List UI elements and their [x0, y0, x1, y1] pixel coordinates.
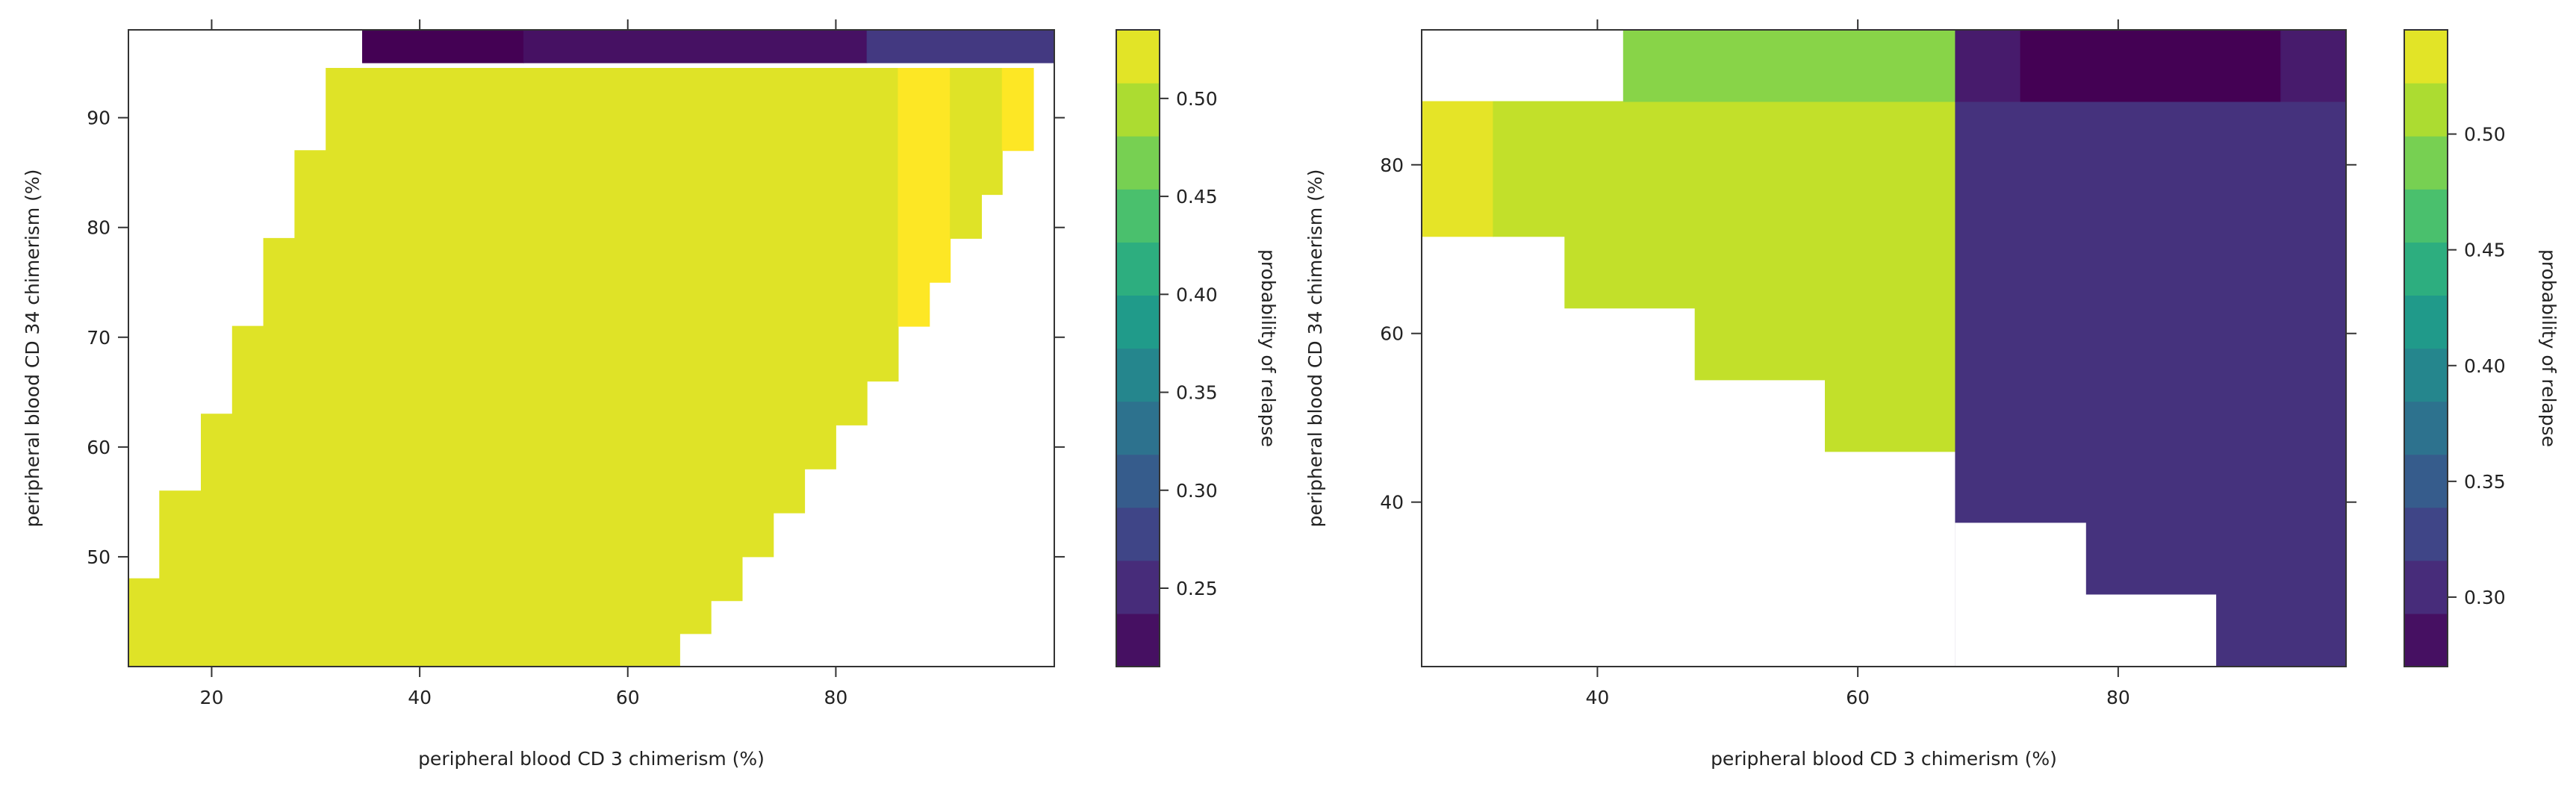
plot-frame	[128, 29, 1055, 667]
y-axis-label: peripheral blood CD 34 chimerism (%)	[22, 169, 43, 528]
colorbar-swatch	[1116, 189, 1160, 243]
heatmap-cell-region	[1623, 29, 1956, 102]
x-tick-label: 40	[408, 687, 432, 708]
heatmap-cell-region	[2020, 29, 2282, 102]
y-tick-label: 60	[87, 437, 111, 458]
heatmap-cell-region	[950, 68, 1003, 239]
heatmap-cell-region	[1001, 68, 1034, 152]
y-axis-label: peripheral blood CD 34 chimerism (%)	[1304, 169, 1326, 528]
colorbar-swatch	[1116, 401, 1160, 455]
colorbar-swatch	[1116, 136, 1160, 190]
colorbar-swatch	[2404, 348, 2448, 402]
x-tick-label: 20	[200, 687, 224, 708]
x-axis-label: peripheral blood CD 3 chimerism (%)	[418, 748, 765, 770]
colorbar-swatch	[2404, 401, 2448, 455]
plot-frame	[1421, 29, 2347, 667]
colorbar-label: probability of relapse	[2538, 249, 2560, 447]
colorbar-swatch	[2404, 454, 2448, 508]
heatmap-cell-region	[2280, 29, 2347, 102]
colorbar-swatch	[1116, 30, 1160, 84]
colorbar-swatch	[2404, 83, 2448, 137]
heatmap-cell-region	[1955, 29, 2021, 102]
colorbar-swatch	[2404, 613, 2448, 667]
x-tick-label: 60	[1846, 687, 1870, 708]
heatmap-panel-right: 40 60 80 40 60 80 peripheral blood CD 3 chimer…	[1304, 19, 2560, 770]
colorbar-tick-label: 0.50	[1176, 88, 1218, 110]
heatmap-cell-region	[523, 29, 868, 63]
colorbar-frame	[1116, 29, 1160, 667]
colorbar-swatch	[1116, 242, 1160, 296]
heatmap-panel-left: 20 40 60 80 50 60 70 80 90 peripheral blood CD 3 …	[22, 19, 1279, 770]
colorbar-tick-label: 0.25	[1176, 578, 1218, 599]
colorbar-swatch	[1116, 348, 1160, 402]
y-tick-label: 80	[1380, 155, 1404, 176]
x-tick-label: 80	[2106, 687, 2130, 708]
x-axis-label: peripheral blood CD 3 chimerism (%)	[1711, 748, 2057, 770]
colorbar-swatch	[1116, 295, 1160, 349]
colorbar-swatch	[1116, 83, 1160, 137]
colorbar-tick-label: 0.35	[2464, 471, 2506, 493]
heatmap-cell-region	[362, 29, 524, 63]
colorbar-swatch	[2404, 560, 2448, 614]
colorbar-tick-label: 0.40	[2464, 355, 2506, 377]
y-tick-label: 90	[87, 107, 111, 129]
colorbar-tick-label: 0.45	[2464, 240, 2506, 261]
colorbar-tick-label: 0.50	[2464, 124, 2506, 146]
heatmap-cell-region	[128, 68, 899, 667]
colorbar-swatch	[2404, 30, 2448, 84]
colorbar-tick-label: 0.40	[1176, 284, 1218, 305]
colorbar-tick-label: 0.30	[1176, 480, 1218, 502]
colorbar-swatch	[2404, 189, 2448, 243]
y-tick-label: 40	[1380, 492, 1404, 514]
heatmap-cell-region	[1493, 101, 1956, 452]
colorbar-swatch	[1116, 507, 1160, 561]
colorbar-swatch	[2404, 136, 2448, 190]
colorbar-tick-label: 0.30	[2464, 587, 2506, 608]
colorbar-swatch	[2404, 295, 2448, 349]
colorbar-swatch	[1116, 454, 1160, 508]
y-tick-label: 60	[1380, 323, 1404, 345]
colorbar-swatch	[1116, 613, 1160, 667]
colorbar-label: probability of relapse	[1257, 249, 1279, 447]
colorbar-frame	[2404, 29, 2448, 667]
x-tick-label: 40	[1585, 687, 1609, 708]
heatmap-cell-region	[897, 68, 951, 327]
y-tick-label: 70	[87, 327, 111, 349]
colorbar-tick-label: 0.35	[1176, 382, 1218, 404]
x-tick-label: 60	[616, 687, 640, 708]
heatmap-cell-region	[1421, 101, 1494, 237]
x-tick-label: 80	[824, 687, 848, 708]
heatmap-cell-region	[866, 29, 1055, 63]
colorbar-swatch	[2404, 242, 2448, 296]
colorbar-swatch	[2404, 507, 2448, 561]
colorbar-swatch	[1116, 560, 1160, 614]
y-tick-label: 80	[87, 217, 111, 239]
y-tick-label: 50	[87, 546, 111, 568]
colorbar-tick-label: 0.45	[1176, 186, 1218, 208]
